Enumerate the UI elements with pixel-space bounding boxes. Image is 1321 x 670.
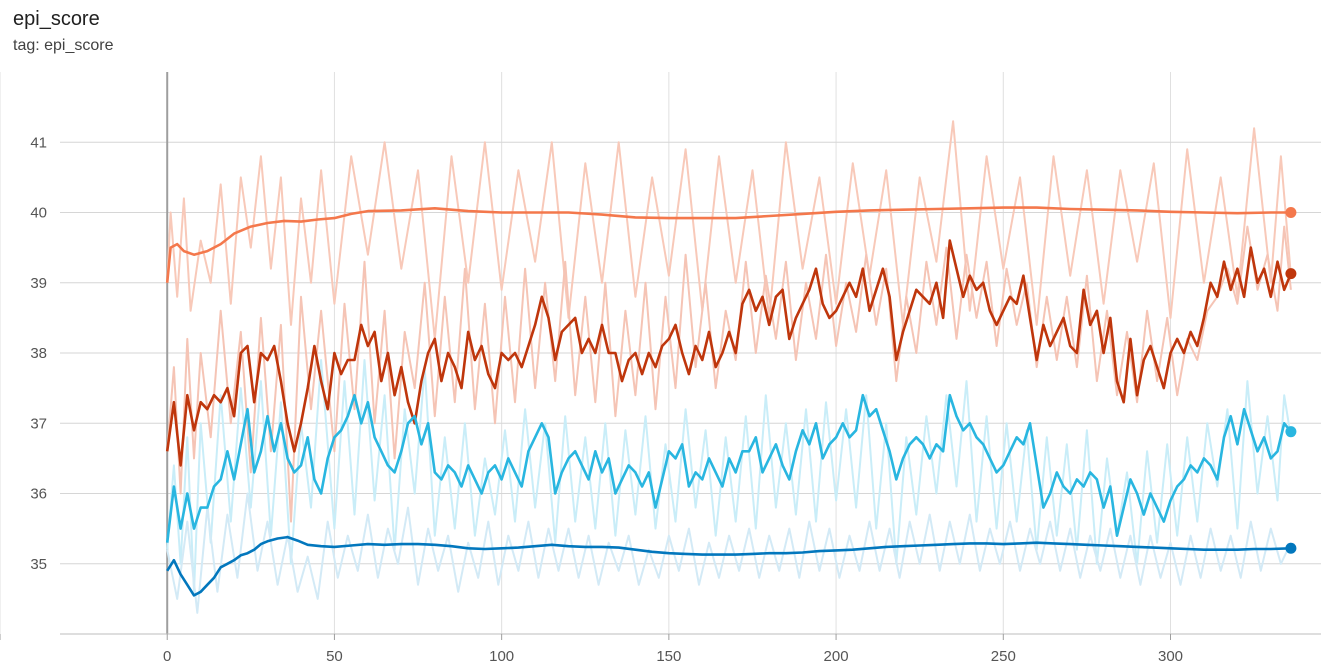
y-tick-label: 35 xyxy=(30,556,47,573)
series-raw-line xyxy=(166,359,1292,593)
x-tick-label: 0 xyxy=(163,648,171,665)
series-end-dot[interactable] xyxy=(1285,426,1297,438)
series-end-dot[interactable] xyxy=(1285,207,1297,218)
y-tick-label: 39 xyxy=(30,275,47,292)
x-tick-label: 150 xyxy=(656,648,681,665)
y-tick-label: 41 xyxy=(30,134,47,151)
smoothed-series-lines xyxy=(165,206,1293,597)
x-tick-label: 100 xyxy=(489,648,514,665)
series-smoothed-line[interactable] xyxy=(165,239,1293,467)
series-raw-line xyxy=(166,225,1292,523)
series-raw-line xyxy=(166,120,1292,340)
x-tick-label: 50 xyxy=(326,648,343,665)
series-smoothed-line[interactable] xyxy=(166,535,1291,597)
y-tick-label: 37 xyxy=(30,415,47,432)
x-axis-ticks: 0 50 100 150 200 250 300 xyxy=(0,634,1183,665)
series-end-dot[interactable] xyxy=(1285,268,1297,280)
raw-series-lines xyxy=(166,120,1292,614)
y-tick-label: 36 xyxy=(30,486,47,503)
y-axis-ticks: 35 36 37 38 39 40 41 xyxy=(30,134,47,573)
x-tick-label: 250 xyxy=(991,648,1016,665)
y-tick-label: 38 xyxy=(30,345,47,362)
y-tick-label: 40 xyxy=(30,205,47,222)
chart-tag-label: tag: epi_score xyxy=(13,37,114,54)
x-tick-label: 200 xyxy=(824,648,849,665)
series-end-markers xyxy=(1285,207,1297,554)
series-raw-line xyxy=(166,492,1292,614)
x-tick-label: 300 xyxy=(1158,648,1183,665)
series-end-dot[interactable] xyxy=(1285,542,1297,554)
series-smoothed-line[interactable] xyxy=(165,393,1292,543)
series-smoothed-line[interactable] xyxy=(165,206,1291,283)
chart-title: epi_score xyxy=(13,8,100,30)
